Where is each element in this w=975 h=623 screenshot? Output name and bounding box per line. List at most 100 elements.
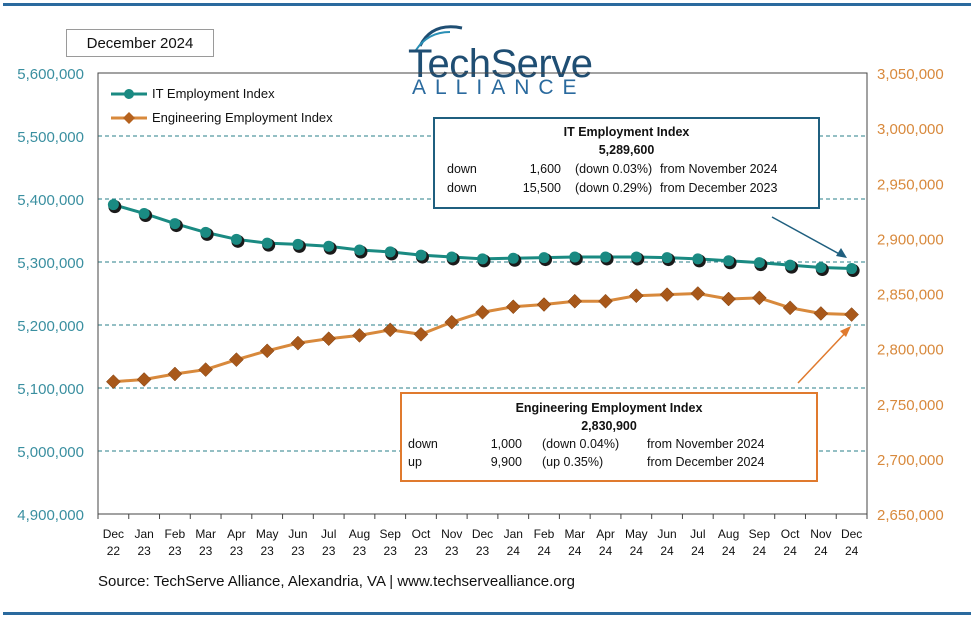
left-tick-label: 5,100,000 <box>17 381 84 398</box>
legend-eng-marker <box>123 112 135 124</box>
eng-data-point <box>536 297 552 312</box>
it-data-point <box>692 253 704 265</box>
eng-data-point <box>628 288 644 304</box>
it-data-point <box>323 240 335 252</box>
x-tick-month: Feb <box>165 527 186 541</box>
eng-data-point <box>721 291 736 307</box>
it-row1-dir: down <box>447 162 477 176</box>
x-tick-month: Mar <box>195 527 216 541</box>
it-arrow-head-icon <box>836 248 847 258</box>
eng-data-point <box>106 374 121 390</box>
x-tick-year: 23 <box>414 544 428 558</box>
x-tick-month: Jun <box>657 527 676 541</box>
right-tick-label: 2,650,000 <box>877 507 944 524</box>
eng-row1-pct: (down 0.04%) <box>542 437 620 451</box>
x-tick-month: Dec <box>103 527 124 541</box>
it-row1-amount: 1,600 <box>529 162 561 176</box>
eng-data-point <box>505 299 521 315</box>
eng-data-point <box>136 372 152 387</box>
x-tick-year: 23 <box>445 544 459 558</box>
it-data-point <box>507 252 519 264</box>
left-tick-label: 4,900,000 <box>17 507 84 524</box>
it-data-point <box>446 251 458 263</box>
x-tick-year: 22 <box>107 544 121 558</box>
it-data-point <box>353 244 365 256</box>
eng-row2-amount: 9,900 <box>490 455 522 469</box>
it-data-point <box>569 251 581 263</box>
legend-it-label: IT Employment Index <box>152 86 275 101</box>
it-data-point <box>261 237 273 249</box>
eng-data-point <box>475 304 490 320</box>
x-tick-month: Sep <box>380 527 402 541</box>
it-data-point <box>538 252 550 264</box>
logo-subtitle: ALLIANCE <box>412 76 586 99</box>
it-data-point <box>600 251 612 263</box>
x-tick-year: 24 <box>568 544 582 558</box>
x-tick-month: Nov <box>441 527 462 541</box>
eng-data-point <box>751 290 767 306</box>
x-tick-month: Aug <box>718 527 739 541</box>
right-tick-label: 2,950,000 <box>877 176 944 193</box>
right-tick-label: 2,900,000 <box>877 231 944 248</box>
it-row2-pct: (down 0.29%) <box>575 181 653 195</box>
eng-callout-arrow <box>797 329 849 384</box>
x-tick-year: 24 <box>660 544 674 558</box>
right-tick-label: 2,850,000 <box>877 287 944 304</box>
x-tick-year: 23 <box>322 544 336 558</box>
x-tick-month: Oct <box>412 527 431 541</box>
x-tick-month: Dec <box>841 527 862 541</box>
eng-row1-dir: down <box>408 437 438 451</box>
it-data-point <box>230 233 242 245</box>
x-tick-year: 24 <box>753 544 767 558</box>
eng-arrow-head-icon <box>840 326 851 337</box>
x-tick-month: Jul <box>321 527 336 541</box>
it-data-point <box>846 263 858 275</box>
x-tick-year: 23 <box>353 544 367 558</box>
it-callout-arrow <box>771 216 844 257</box>
x-tick-year: 23 <box>168 544 182 558</box>
right-tick-label: 2,800,000 <box>877 342 944 359</box>
right-tick-label: 3,000,000 <box>877 121 944 138</box>
x-tick-year: 24 <box>814 544 828 558</box>
x-tick-month: Jun <box>288 527 307 541</box>
x-tick-year: 24 <box>507 544 521 558</box>
x-tick-month: Jan <box>504 527 523 541</box>
eng-summary-box: Engineering Employment Index 2,830,900 d… <box>400 392 818 482</box>
eng-data-point <box>167 366 183 382</box>
x-tick-month: Jan <box>134 527 153 541</box>
it-box-title: IT Employment Index <box>563 125 690 139</box>
it-data-point <box>630 251 642 263</box>
eng-row2-pct: (up 0.35%) <box>542 455 604 469</box>
x-tick-year: 23 <box>261 544 275 558</box>
it-data-point <box>815 262 827 274</box>
techserve-logo: TechServe ALLIANCE <box>402 20 602 100</box>
x-tick-year: 24 <box>845 544 859 558</box>
eng-data-point <box>259 343 275 359</box>
left-tick-label: 5,500,000 <box>17 129 84 146</box>
it-data-point <box>107 199 119 211</box>
eng-data-point <box>782 300 798 316</box>
eng-row1-ref: from November 2024 <box>647 437 765 451</box>
it-row2-ref: from December 2023 <box>660 181 778 195</box>
x-tick-month: Nov <box>810 527 831 541</box>
x-tick-month: Jul <box>690 527 705 541</box>
eng-data-point <box>444 314 460 330</box>
x-tick-month: Apr <box>596 527 615 541</box>
top-border <box>3 3 971 6</box>
x-tick-month: Feb <box>534 527 555 541</box>
x-tick-year: 24 <box>691 544 705 558</box>
x-tick-year: 23 <box>291 544 305 558</box>
left-tick-label: 5,000,000 <box>17 444 84 461</box>
it-row1-pct: (down 0.03%) <box>575 162 653 176</box>
legend-eng-label: Engineering Employment Index <box>152 110 333 125</box>
eng-data-point <box>229 352 244 368</box>
left-tick-label: 5,400,000 <box>17 192 84 209</box>
x-tick-year: 24 <box>722 544 736 558</box>
x-tick-month: Sep <box>749 527 771 541</box>
x-tick-month: Oct <box>781 527 800 541</box>
legend-it-marker <box>124 89 134 99</box>
it-data-point <box>753 257 765 269</box>
eng-data-point <box>844 307 859 322</box>
x-tick-year: 23 <box>476 544 490 558</box>
right-tick-label: 2,750,000 <box>877 397 944 414</box>
